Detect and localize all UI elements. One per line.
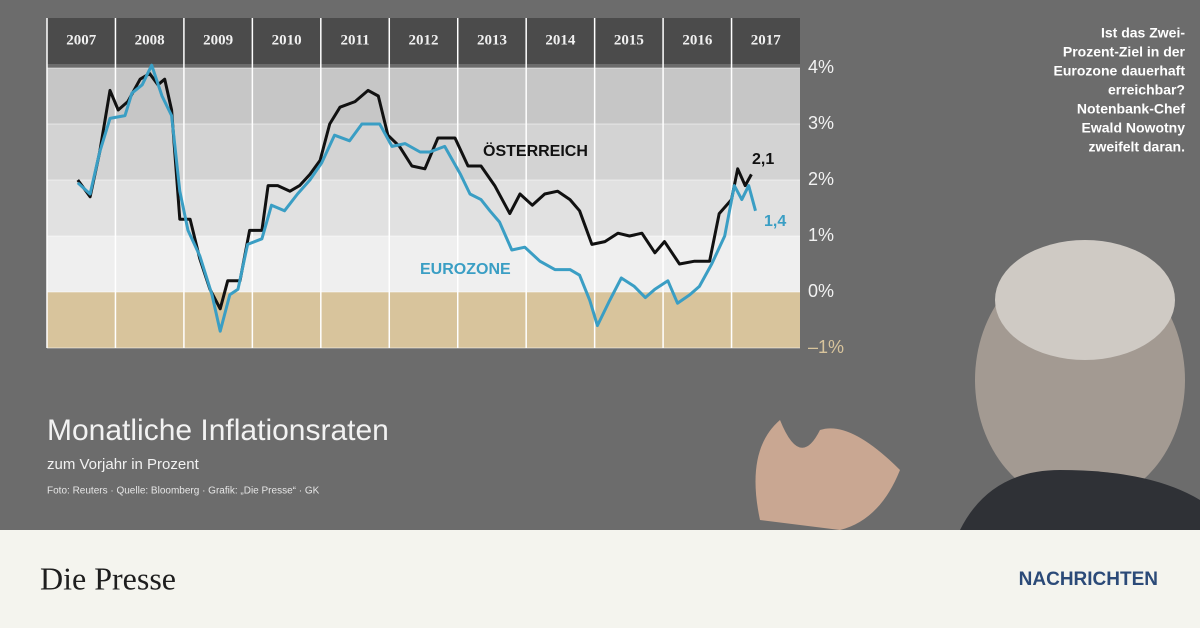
subtitle: zum Vorjahr in Prozent <box>47 456 200 473</box>
value-band <box>47 68 800 124</box>
x-tick-label: 2013 <box>477 32 507 48</box>
side-text: Prozent-Ziel in der <box>1063 44 1186 60</box>
x-tick-label: 2017 <box>751 32 782 48</box>
section: NACHRICHTEN <box>1019 569 1158 590</box>
chart-title: Monatliche Inflationsraten <box>47 414 389 447</box>
photo <box>755 240 1200 530</box>
logo: Die Presse <box>40 560 176 596</box>
side-text: zweifelt daran. <box>1089 139 1185 155</box>
y-tick-label: 4% <box>808 57 834 77</box>
x-tick-label: 2010 <box>272 32 302 48</box>
y-tick-label: 0% <box>808 281 834 301</box>
series-label: EUROZONE <box>420 261 511 278</box>
end-label: 1,4 <box>764 213 786 230</box>
side-text: Notenbank-Chef <box>1077 101 1185 117</box>
y-tick-label: 1% <box>808 225 834 245</box>
side-text: erreichbar? <box>1108 82 1185 98</box>
x-tick-label: 2015 <box>614 32 644 48</box>
y-tick-label: –1% <box>808 337 844 357</box>
side-text: Ist das Zwei- <box>1101 25 1185 41</box>
end-label: 2,1 <box>752 151 774 168</box>
value-band <box>47 180 800 236</box>
x-tick-label: 2007 <box>66 32 97 48</box>
side-text: Ewald Nowotny <box>1082 120 1186 136</box>
y-tick-label: 3% <box>808 113 834 133</box>
year-band <box>47 18 800 64</box>
source: Foto: Reuters · Quelle: Bloomberg · Graf… <box>47 486 320 497</box>
value-band <box>47 236 800 292</box>
series-line <box>76 63 757 333</box>
x-tick-label: 2011 <box>340 32 369 48</box>
side-text: Eurozone dauerhaft <box>1054 63 1186 79</box>
series-label: ÖSTERREICH <box>483 141 588 160</box>
y-tick-label: 2% <box>808 169 834 189</box>
footer-bar <box>0 530 1200 628</box>
x-tick-label: 2008 <box>135 32 165 48</box>
x-tick-label: 2016 <box>682 32 713 48</box>
value-band <box>47 292 800 348</box>
x-tick-label: 2009 <box>203 32 233 48</box>
x-tick-label: 2014 <box>545 32 576 48</box>
x-tick-label: 2012 <box>409 32 439 48</box>
